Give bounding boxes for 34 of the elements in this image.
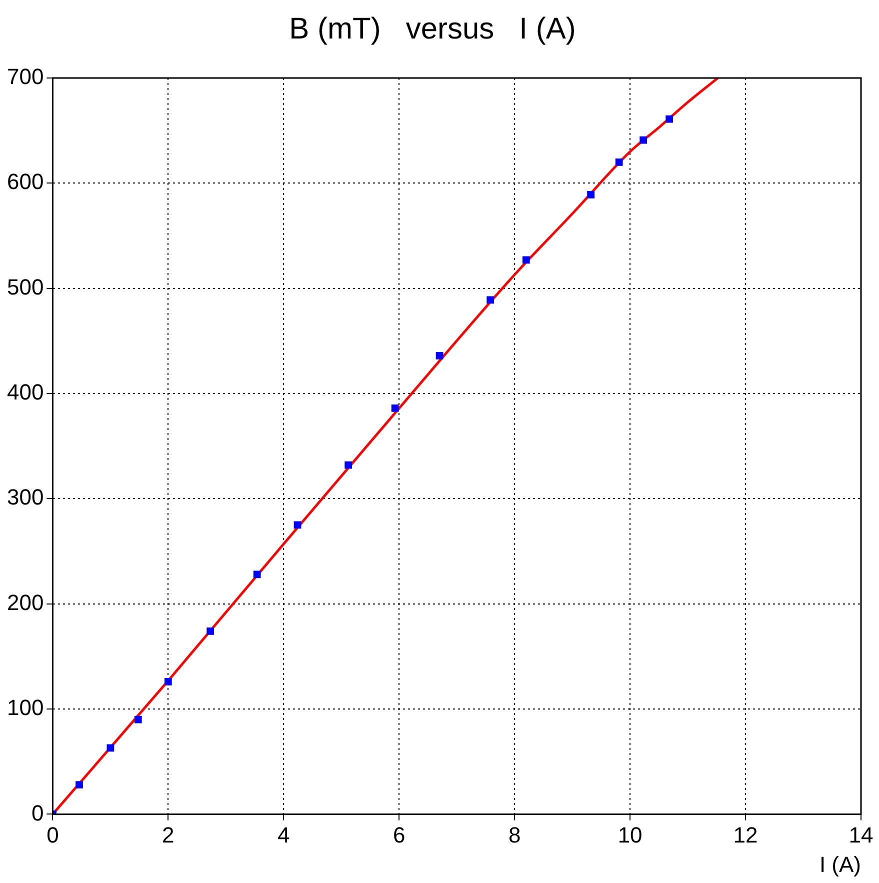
y-tick-label: 100 — [6, 695, 44, 720]
point — [134, 716, 142, 724]
point — [486, 296, 494, 304]
point — [615, 158, 623, 166]
x-tick-label: 14 — [848, 822, 874, 848]
x-tick-label: 8 — [508, 822, 521, 848]
point — [640, 136, 648, 144]
line-series — [52, 78, 720, 814]
point — [76, 781, 83, 788]
point — [253, 570, 261, 578]
point — [391, 404, 399, 412]
y-tick-label: 0 — [31, 800, 44, 826]
y-tick-label: 400 — [6, 380, 44, 405]
point — [206, 628, 214, 635]
x-tick-label: 6 — [392, 822, 406, 848]
x-axis-title: I (A) — [819, 852, 861, 877]
point — [106, 744, 114, 752]
point — [666, 115, 673, 123]
chart-title: B (mT) versus I (A) — [289, 12, 576, 46]
x-tick-label: 4 — [278, 822, 290, 848]
point — [344, 461, 352, 469]
point — [164, 678, 172, 686]
point — [436, 352, 444, 360]
x-tick-label: 12 — [733, 822, 758, 848]
point — [522, 256, 530, 264]
point — [587, 191, 594, 198]
y-tick-label: 700 — [6, 64, 44, 90]
y-tick-label: 200 — [6, 590, 44, 615]
point — [294, 521, 302, 529]
y-tick-label: 600 — [6, 169, 44, 194]
x-tick-label: 2 — [162, 822, 174, 848]
y-tick-label: 300 — [6, 484, 44, 510]
x-tick-label: 10 — [618, 822, 642, 848]
y-tick-label: 500 — [6, 274, 44, 300]
